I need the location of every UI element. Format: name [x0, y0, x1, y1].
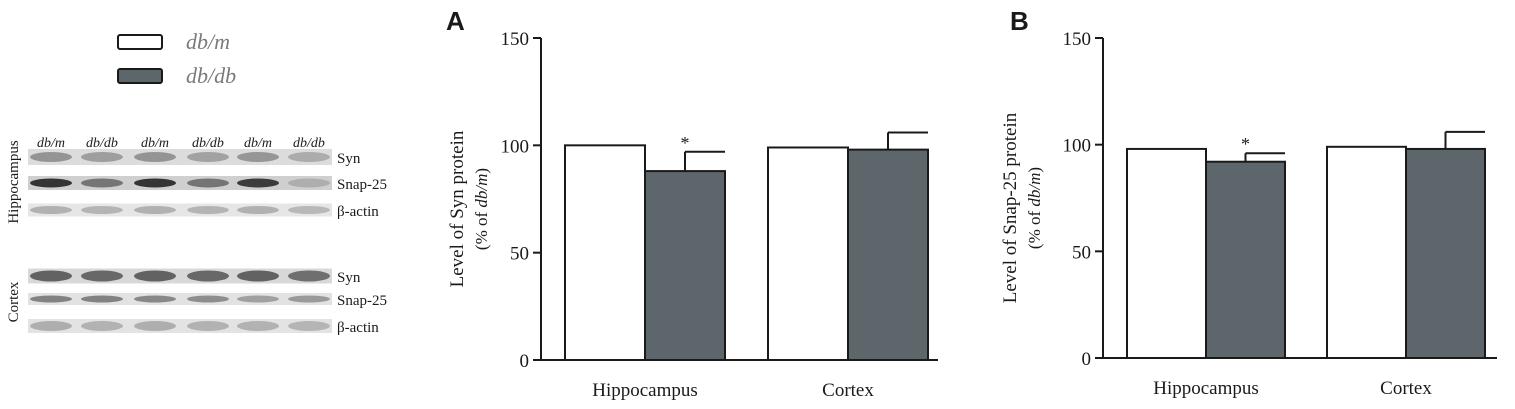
bar — [564, 144, 646, 361]
band-label: β-actin — [337, 204, 379, 220]
group-label: Hippocampus — [6, 140, 22, 223]
blot-band — [30, 295, 72, 303]
lane-label: db/m — [141, 136, 169, 151]
blot-band — [187, 206, 229, 214]
bar — [1205, 160, 1286, 359]
blot-band — [30, 321, 72, 331]
blot-band — [134, 206, 176, 214]
legend-label-0: db/m — [186, 29, 230, 54]
blot-band — [134, 295, 176, 303]
legend: db/m db/db — [117, 29, 236, 88]
panel-letter: A — [446, 6, 465, 36]
blot-band — [187, 270, 229, 282]
band-label: Syn — [337, 270, 361, 286]
blot-band — [237, 321, 279, 331]
chart-a: A 0 50 100 150 Level of Syn protein (% of db/m… — [446, 6, 938, 401]
significance-mark: * — [681, 133, 690, 153]
blot-band — [187, 152, 229, 162]
blot-band — [288, 152, 330, 162]
y-axis-label-sub: (% of db/m) — [472, 168, 491, 250]
y-tick-label: 150 — [501, 29, 530, 50]
legend-swatch-0 — [117, 34, 163, 50]
blot-band — [134, 178, 176, 188]
blot-band — [81, 178, 123, 188]
blot-band — [288, 321, 330, 331]
blot-band — [237, 206, 279, 214]
blot-band — [187, 321, 229, 331]
blot-strip — [28, 203, 332, 217]
y-tick-label: 150 — [1063, 29, 1092, 50]
y-tick-label: 0 — [1082, 349, 1092, 370]
significance-mark: * — [1241, 134, 1250, 154]
y-axis-label-sub: (% of db/m) — [1025, 167, 1044, 249]
blot-strip — [28, 149, 332, 165]
blot-band — [81, 321, 123, 331]
y-tick-label: 50 — [1072, 242, 1091, 263]
y-tick-label: 100 — [1063, 136, 1092, 157]
blot-band — [81, 270, 123, 282]
group-label: Cortex — [6, 281, 22, 322]
y-tick-label: 100 — [501, 136, 530, 157]
lane-label: db/db — [86, 136, 118, 151]
x-tick-label: Cortex — [1380, 378, 1432, 399]
blot-band — [187, 295, 229, 303]
blot-band — [237, 270, 279, 282]
bar — [644, 170, 726, 361]
x-tick-label: Hippocampus — [1153, 378, 1259, 399]
blot-band — [134, 270, 176, 282]
chart-b: B 0 50 100 150 Level of Snap-25 protein (% of … — [1000, 6, 1497, 399]
blot-band — [30, 206, 72, 214]
blot-band — [288, 178, 330, 188]
bar — [1405, 147, 1486, 359]
band-label: Snap-25 — [337, 293, 387, 309]
blot-band — [134, 321, 176, 331]
x-tick-label: Cortex — [822, 380, 874, 401]
blot-strip — [28, 319, 332, 333]
y-tick-label: 50 — [510, 244, 529, 265]
blot-band — [81, 295, 123, 303]
blot-band — [237, 178, 279, 188]
lane-label: db/db — [192, 136, 224, 151]
blot-band — [237, 152, 279, 162]
blot-band — [30, 178, 72, 188]
blot-band — [81, 152, 123, 162]
blot-strip — [28, 176, 332, 190]
panel-letter: B — [1010, 6, 1029, 36]
band-label: β-actin — [337, 320, 379, 336]
bar — [767, 146, 849, 361]
y-tick-label: 0 — [520, 351, 530, 372]
y-axis-label: Level of Syn protein — [447, 130, 468, 287]
western-blot-panel: db/m db/db db/m db/db db/m db/db Syn Snap-25 β-a… — [6, 136, 387, 336]
legend-swatch-1 — [117, 68, 163, 84]
blot-band — [288, 270, 330, 282]
blot-band — [288, 295, 330, 303]
legend-label-1: db/db — [186, 63, 236, 88]
y-axis-label: Level of Snap-25 protein — [1000, 112, 1021, 303]
blot-band — [30, 270, 72, 282]
blot-band — [237, 295, 279, 303]
blot-band — [288, 206, 330, 214]
blot-strip — [28, 268, 332, 284]
lane-label: db/db — [293, 136, 325, 151]
band-label: Snap-25 — [337, 177, 387, 193]
blot-band — [30, 152, 72, 162]
blot-band — [134, 152, 176, 162]
lane-label: db/m — [37, 136, 65, 151]
blot-strip — [28, 293, 332, 305]
blot-band — [187, 178, 229, 188]
bar — [1126, 147, 1207, 359]
bar — [1326, 145, 1407, 359]
band-label: Syn — [337, 151, 361, 167]
blot-band — [81, 206, 123, 214]
lane-label: db/m — [244, 136, 272, 151]
x-tick-label: Hippocampus — [592, 380, 698, 401]
bar — [847, 148, 929, 361]
